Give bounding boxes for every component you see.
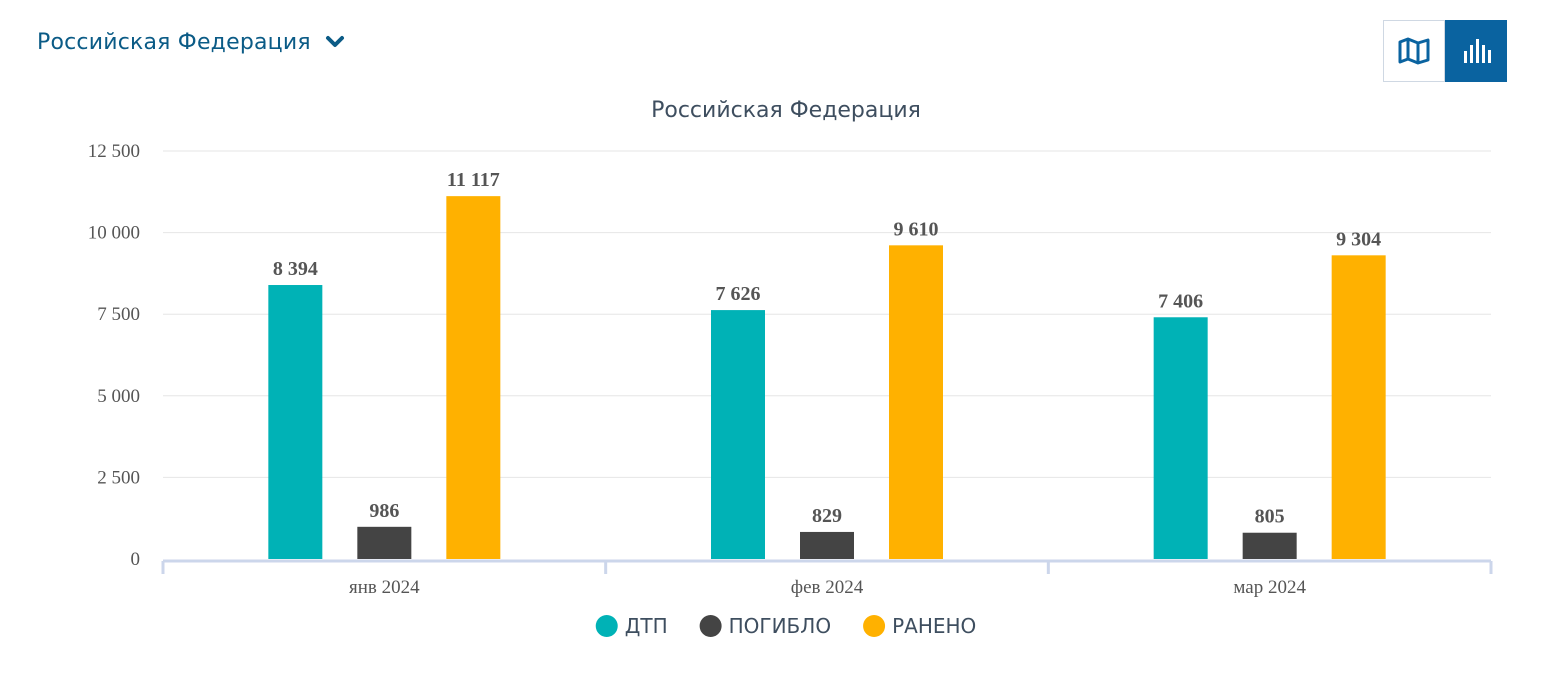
legend-label: ПОГИБЛО	[729, 614, 831, 638]
map-view-button[interactable]	[1383, 20, 1445, 82]
bar[interactable]	[1331, 255, 1386, 559]
region-label: Российская Федерация	[37, 29, 311, 55]
bar[interactable]	[889, 245, 943, 560]
bar[interactable]	[1242, 532, 1297, 559]
data-label: 7 406	[1158, 290, 1203, 312]
legend-label: РАНЕНО	[892, 614, 976, 638]
y-tick-label: 0	[131, 549, 141, 570]
x-category-label: фев 2024	[791, 577, 864, 598]
legend-marker	[863, 615, 886, 637]
bar[interactable]	[800, 531, 854, 559]
data-label: 829	[812, 505, 842, 527]
bar-chart-icon	[1464, 39, 1491, 63]
chart-view-button[interactable]	[1445, 20, 1507, 82]
y-tick-label: 2 500	[97, 467, 140, 488]
data-label: 9 304	[1336, 228, 1381, 250]
y-tick-label: 10 000	[88, 223, 140, 244]
bar[interactable]	[268, 285, 323, 559]
x-category-label: мар 2024	[1233, 577, 1306, 598]
data-label: 986	[369, 500, 399, 522]
x-category-label: янв 2024	[349, 577, 420, 598]
legend-label: ДТП	[625, 614, 668, 638]
data-label: 7 626	[716, 283, 761, 305]
y-tick-label: 5 000	[97, 386, 140, 407]
y-tick-label: 12 500	[88, 141, 140, 162]
bar[interactable]	[357, 526, 412, 559]
legend: ДТП ПОГИБЛО РАНЕНО	[595, 614, 976, 638]
legend-item[interactable]: ПОГИБЛО	[699, 614, 831, 638]
chevron-down-icon	[325, 32, 345, 52]
legend-marker	[699, 615, 722, 637]
region-select[interactable]: Российская Федерация	[37, 26, 345, 58]
bar[interactable]	[446, 196, 501, 559]
bar[interactable]	[1153, 317, 1208, 559]
map-icon	[1398, 37, 1430, 65]
bar-chart: Российская Федерация 8 394 7 626 7 406 986 8…	[88, 98, 1493, 638]
data-label: 805	[1255, 506, 1285, 528]
chart-title: Российская Федерация	[651, 98, 921, 123]
bar[interactable]	[711, 310, 765, 559]
data-label: 11 117	[447, 169, 500, 191]
legend-marker	[595, 615, 618, 637]
data-label: 9 610	[894, 218, 939, 240]
legend-item[interactable]: ДТП	[595, 614, 668, 638]
view-toggle	[1383, 20, 1507, 82]
y-tick-label: 7 500	[97, 304, 140, 325]
legend-item[interactable]: РАНЕНО	[863, 614, 976, 638]
data-label: 8 394	[273, 258, 318, 280]
